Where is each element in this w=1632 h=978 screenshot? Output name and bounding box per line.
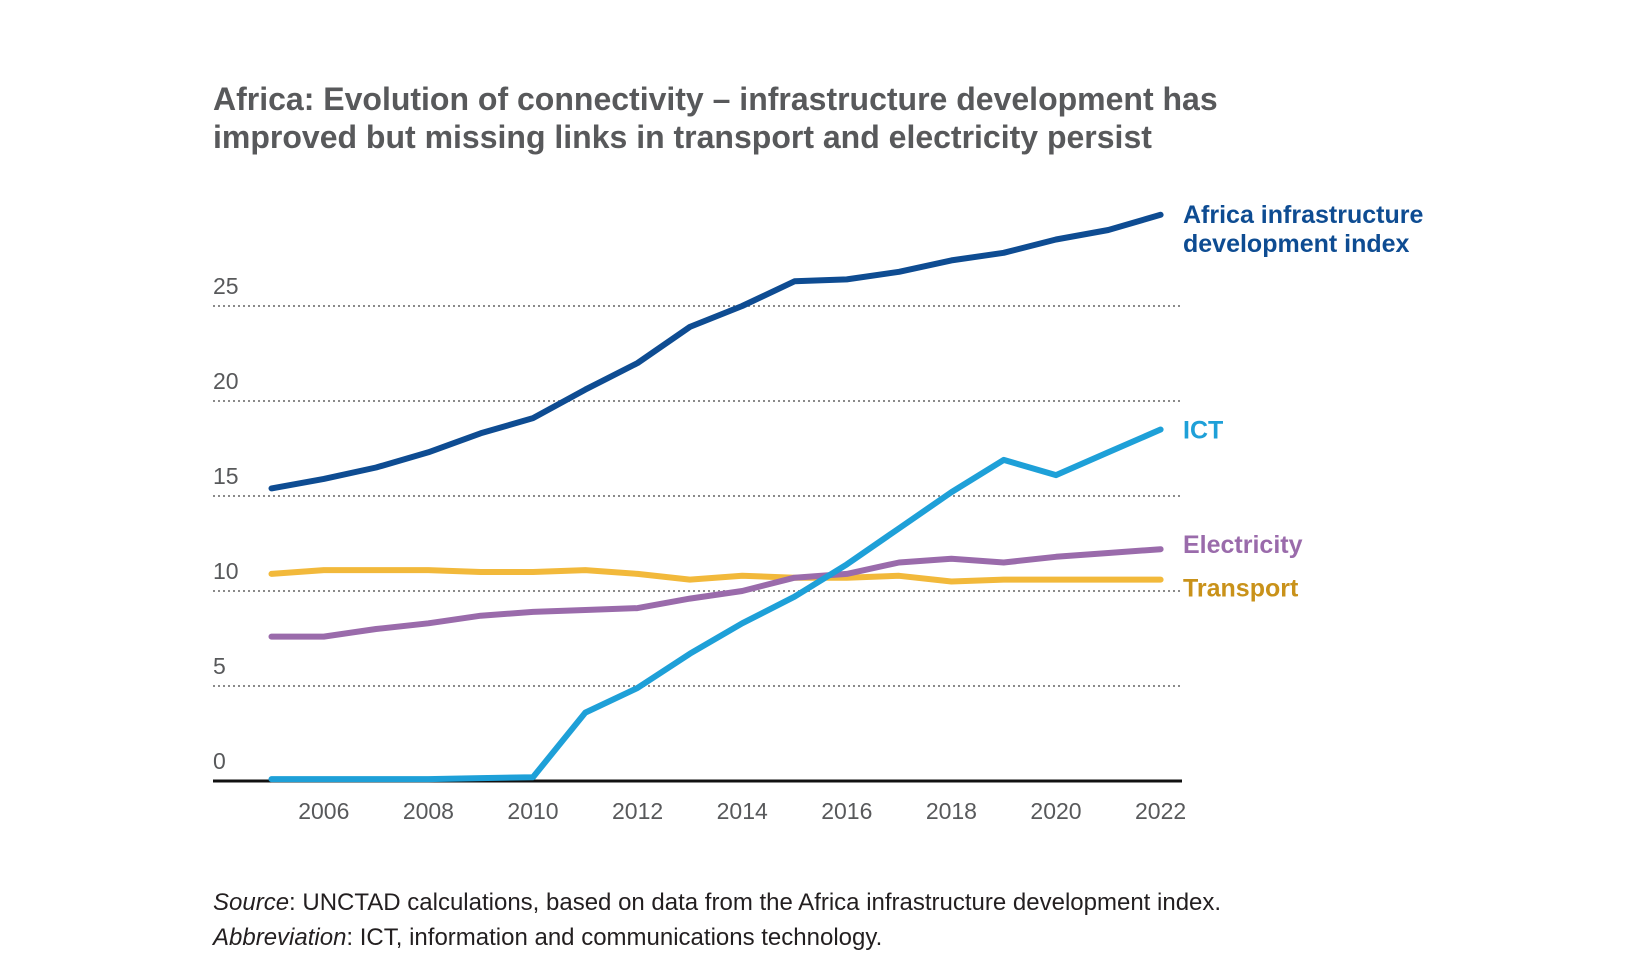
x-tick-label: 2012 [612,798,663,824]
gridlines [213,305,1182,687]
y-tick-label: 20 [213,368,239,394]
chart-title-line-1: Africa: Evolution of connectivity – infr… [213,81,1218,117]
footnote: Source: UNCTAD calculations, based on da… [213,885,1221,955]
chart-title-line-2: improved but missing links in transport … [213,119,1152,155]
series-label: development index [1183,230,1410,258]
series-line [268,211,1164,492]
series-label: Electricity [1183,531,1303,559]
y-tick-label: 5 [213,653,226,679]
abbreviation-note: Abbreviation: ICT, information and commu… [213,920,1221,955]
y-tick-label: 15 [213,463,239,489]
series-line [268,546,1164,640]
series-label: Transport [1183,575,1299,603]
y-tick-label: 25 [213,273,239,299]
source-note: Source: UNCTAD calculations, based on da… [213,885,1221,920]
x-tick-label: 2006 [298,798,349,824]
y-axis-ticks: 0 5 10 15 20 25 [213,273,239,774]
x-tick-label: 2016 [821,798,872,824]
source-text: : UNCTAD calculations, based on data fro… [289,889,1222,916]
series-label: ICT [1183,417,1223,445]
source-label: Source [213,889,290,916]
chart-title: Africa: Evolution of connectivity – infr… [213,80,1413,156]
x-tick-label: 2014 [717,798,768,824]
y-tick-label: 0 [213,748,226,774]
series-lines [268,211,1164,783]
x-tick-label: 2010 [507,798,558,824]
series-line [268,567,1164,585]
series-line [268,426,1164,783]
y-tick-label: 10 [213,558,239,584]
x-tick-label: 2008 [403,798,454,824]
abbreviation-text: : ICT, information and communications te… [346,924,883,951]
abbreviation-label: Abbreviation [213,924,347,951]
x-tick-label: 2020 [1030,798,1081,824]
x-tick-label: 2022 [1135,798,1186,824]
x-axis-ticks: 2006 2008 2010 2012 2014 2016 2018 2020 2022 [298,798,1186,824]
x-tick-label: 2018 [926,798,977,824]
series-label: Africa infrastructure [1183,201,1423,229]
